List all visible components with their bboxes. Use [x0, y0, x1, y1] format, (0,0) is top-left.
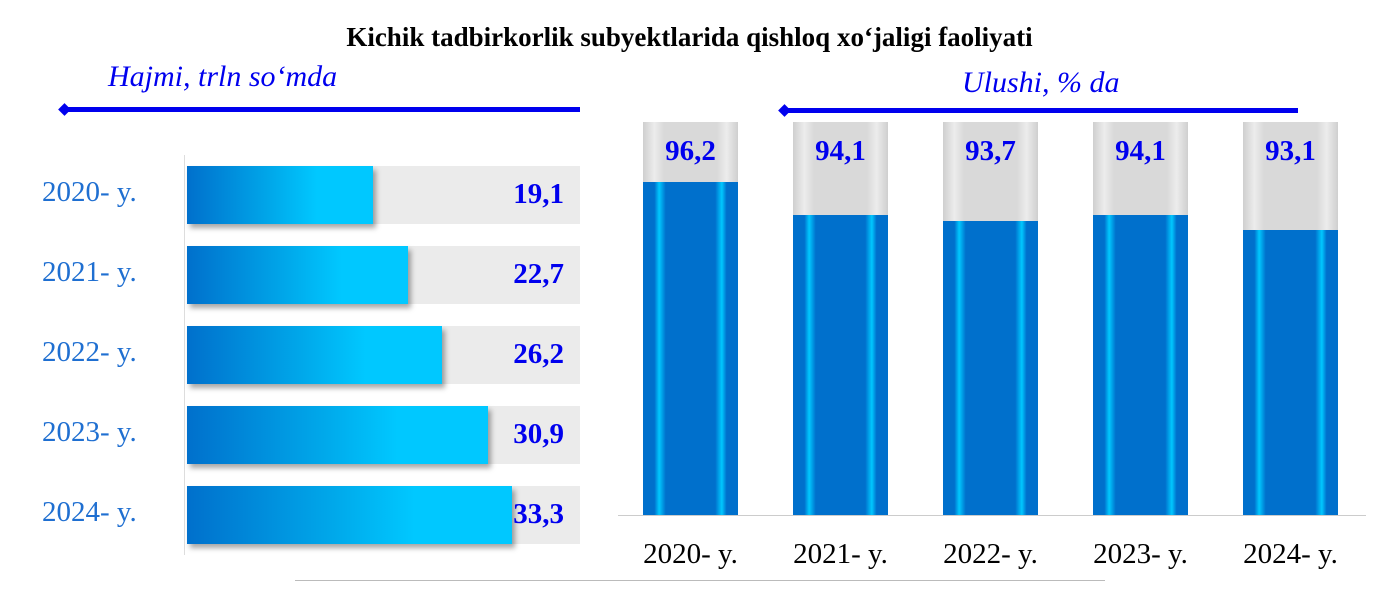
data-label: 93,1 — [1265, 135, 1316, 167]
category-label: 2021- y. — [42, 256, 137, 288]
column — [793, 215, 888, 515]
data-label: 96,2 — [665, 135, 716, 167]
bottom-divider — [295, 580, 1105, 581]
category-label: 2023- y. — [42, 416, 137, 448]
bar — [187, 406, 488, 464]
bar — [187, 166, 373, 224]
chart-title: Kichik tadbirkorlik subyektlarida qishlo… — [346, 22, 1033, 52]
category-label: 2022- y. — [943, 538, 1038, 570]
right-subtitle: Ulushi, % da — [962, 66, 1120, 99]
left-arrow-head-icon — [58, 103, 71, 116]
category-label: 2024- y. — [1243, 538, 1338, 570]
category-label: 2020- y. — [643, 538, 738, 570]
data-label: 19,1 — [513, 178, 564, 210]
data-label: 30,9 — [513, 418, 564, 450]
bar — [187, 326, 442, 384]
bar — [187, 486, 512, 544]
category-label: 2022- y. — [42, 336, 137, 368]
column — [943, 221, 1038, 515]
column — [1243, 230, 1338, 515]
right-baseline — [618, 515, 1366, 516]
category-label: 2024- y. — [42, 496, 137, 528]
category-label: 2023- y. — [1093, 538, 1188, 570]
column — [1093, 215, 1188, 515]
right-arrow-head-icon — [778, 104, 791, 117]
left-arrow-line — [66, 107, 580, 112]
left-subtitle: Hajmi, trln so‘mda — [108, 60, 338, 93]
right-arrow-line — [786, 108, 1298, 113]
column — [643, 182, 738, 515]
data-label: 33,3 — [513, 498, 564, 530]
category-label: 2020- y. — [42, 176, 137, 208]
data-label: 26,2 — [513, 338, 564, 370]
data-label: 93,7 — [965, 135, 1016, 167]
data-label: 22,7 — [513, 258, 564, 290]
category-label: 2021- y. — [793, 538, 888, 570]
data-label: 94,1 — [815, 135, 866, 167]
left-axis-line — [184, 155, 185, 555]
bar — [187, 246, 408, 304]
data-label: 94,1 — [1115, 135, 1166, 167]
